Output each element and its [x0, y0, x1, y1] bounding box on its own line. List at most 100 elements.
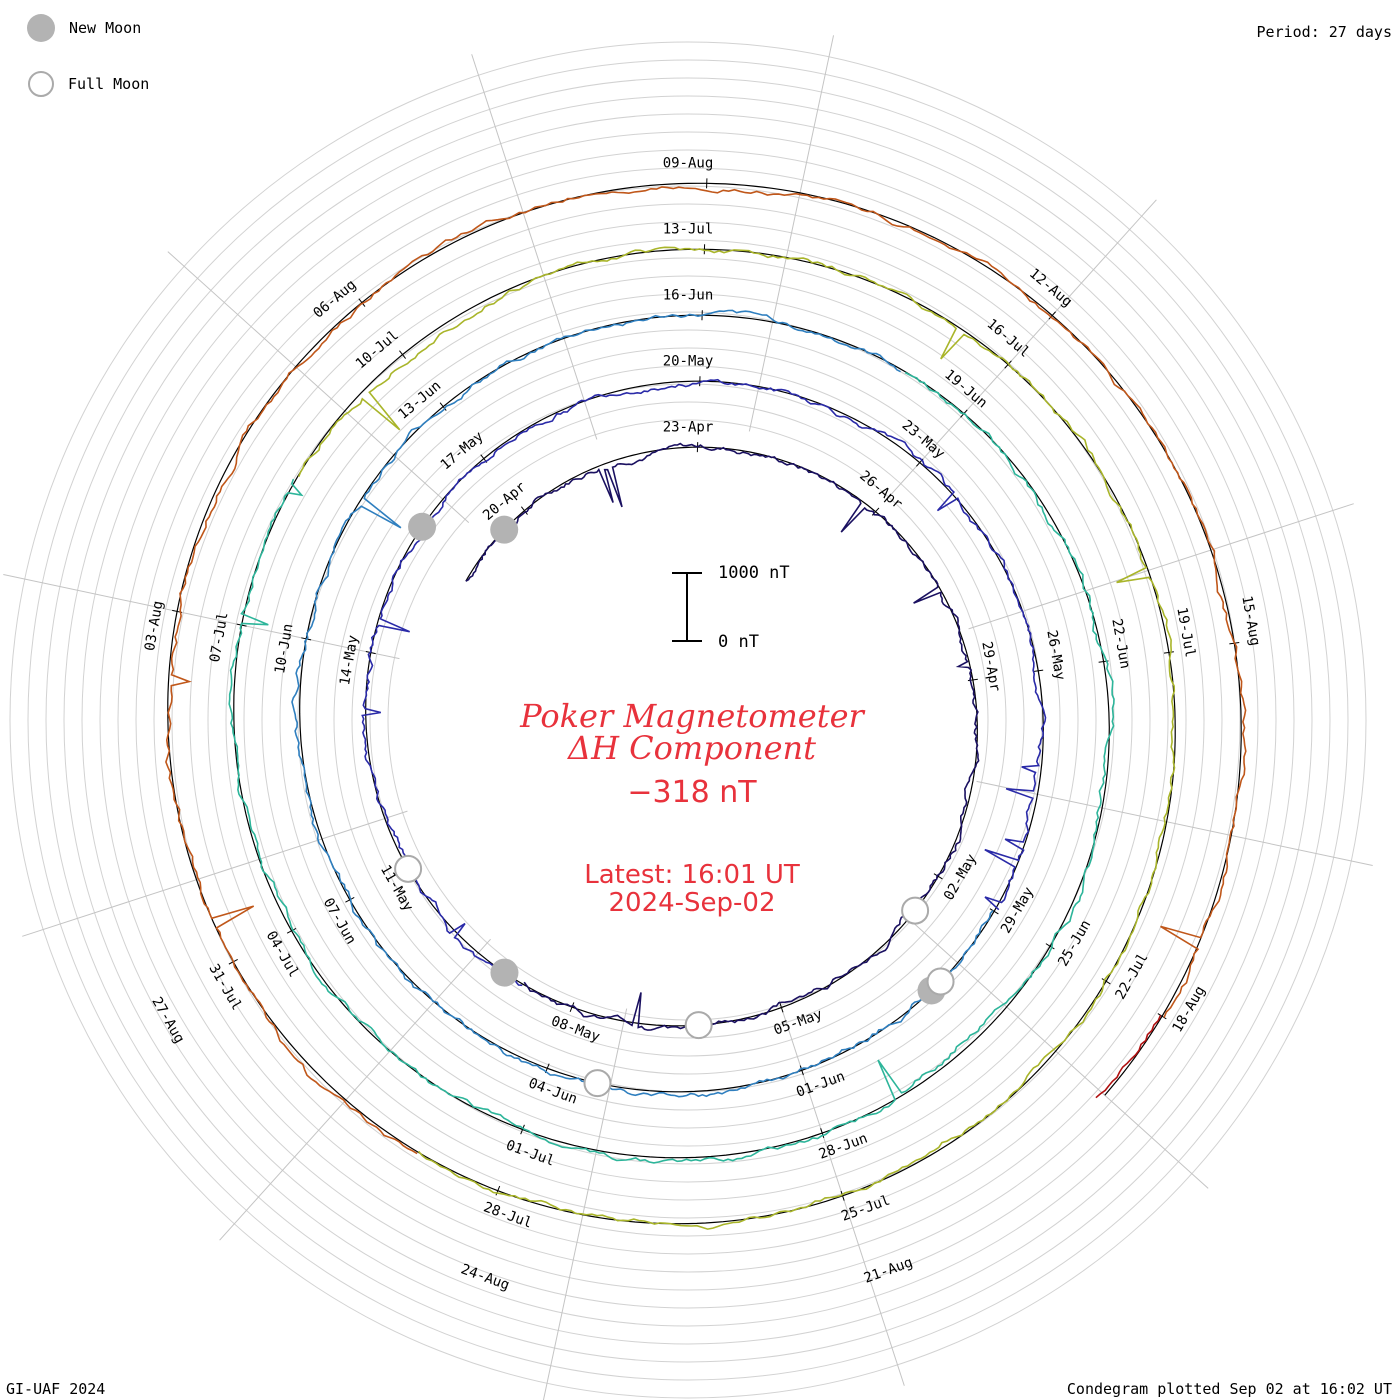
grid-ring-17 — [81, 113, 1295, 1327]
spiral-tick-14 — [799, 1065, 804, 1076]
full-moon-marker-4 — [583, 1069, 612, 1098]
grid-ring-19 — [45, 77, 1331, 1363]
date-label: 20-May — [663, 353, 714, 369]
legend-new-moon: New Moon — [27, 14, 141, 42]
grid-ring-15 — [117, 149, 1259, 1291]
grid-spoke-3 — [976, 780, 1373, 867]
date-label: 27-Aug — [148, 994, 187, 1046]
grid-ring-6 — [279, 311, 1097, 1129]
date-label: 13-Jun — [395, 378, 444, 423]
date-label: 19-Jul — [1173, 606, 1198, 659]
date-label: 08-May — [549, 1013, 602, 1045]
grid-ring-12 — [171, 203, 1205, 1237]
grid-ring-10 — [207, 239, 1169, 1201]
scale-top-label: 1000 nT — [718, 563, 790, 583]
chart-title-line1: Poker Magnetometer — [520, 697, 864, 735]
grid-ring-8 — [243, 275, 1133, 1165]
footer-plot-time: Condegram plotted Sep 02 at 16:02 UT — [1066, 1380, 1392, 1398]
grid-ring-3 — [333, 365, 1043, 1075]
spiral-tick-0 — [520, 506, 528, 515]
new-moon-label: New Moon — [69, 19, 142, 37]
spiral-tick-30 — [1163, 651, 1174, 654]
date-label: 31-Jul — [205, 961, 244, 1013]
grid-spoke-1 — [885, 199, 1157, 502]
full-moon-icon — [28, 71, 54, 97]
date-label: 26-Apr — [856, 468, 905, 513]
legend-full-moon: Full Moon — [28, 71, 149, 97]
grid-ring-5 — [297, 329, 1079, 1111]
spiral-tick-40 — [1157, 1013, 1167, 1020]
full-moon-label: Full Moon — [68, 75, 150, 93]
spiral-tick-24 — [520, 1124, 525, 1135]
new-moon-marker-1 — [490, 958, 519, 987]
spiral-tick-36 — [358, 298, 366, 307]
spiral-tick-12 — [1033, 669, 1044, 672]
date-label: 28-Jul — [481, 1199, 534, 1231]
grid-ring-13 — [153, 185, 1223, 1255]
latest-time: Latest: 16:01 UT — [584, 860, 800, 890]
grid-ring-20 — [27, 59, 1349, 1381]
grid-spoke-9 — [3, 573, 400, 660]
grid-ring-2 — [351, 383, 1025, 1057]
date-label: 04-Jun — [526, 1075, 579, 1107]
spiral-tick-4 — [933, 873, 943, 880]
new-moon-marker-2 — [408, 512, 437, 541]
date-label: 14-May — [337, 634, 362, 687]
current-value: −318 nT — [627, 775, 757, 810]
spiral-tick-23 — [820, 1128, 825, 1138]
grid-spoke-2 — [968, 503, 1354, 630]
grid-spoke-11 — [471, 54, 598, 440]
grid-spoke-6 — [542, 1008, 628, 1400]
spiral-tick-6 — [569, 1002, 575, 1012]
date-label: 21-Aug — [862, 1254, 915, 1286]
grid-spoke-7 — [219, 938, 491, 1241]
spiral-tick-32 — [840, 1190, 845, 1201]
date-label: 29-Apr — [978, 640, 1003, 693]
spiral-tick-5 — [779, 1002, 784, 1013]
date-label: 01-Jun — [794, 1068, 847, 1100]
data-series-4 — [297, 246, 1176, 1230]
spiral-tick-18 — [439, 402, 447, 411]
grid-ring-16 — [99, 131, 1277, 1309]
scale-bottom-label: 0 nT — [718, 632, 759, 652]
full-moon-marker-2 — [394, 854, 423, 883]
date-label: 15-Aug — [1238, 595, 1263, 648]
data-series-0 — [465, 442, 980, 1031]
full-moon-marker-1 — [684, 1011, 713, 1040]
date-label: 25-Jul — [839, 1192, 892, 1224]
date-label: 26-May — [1043, 629, 1068, 682]
date-label: 13-Jul — [663, 221, 714, 237]
spiral-tick-13 — [989, 908, 999, 915]
date-label: 24-Aug — [459, 1261, 512, 1293]
chart-title-line2: ΔH Component — [567, 729, 817, 767]
date-label: 10-Jul — [353, 327, 402, 372]
data-series-3 — [228, 371, 1115, 1164]
spiral-tick-31 — [1101, 978, 1111, 985]
spiral-tick-16 — [345, 897, 355, 903]
full-moon-marker-0 — [901, 896, 930, 925]
grid-ring-18 — [63, 95, 1313, 1345]
spiral-tick-25 — [286, 928, 297, 934]
grid-ring-1 — [369, 401, 1007, 1039]
grid-ring-9 — [225, 257, 1151, 1183]
data-series-6 — [1095, 1014, 1162, 1099]
spiral-tick-22 — [1045, 943, 1055, 950]
data-series-2 — [291, 309, 994, 1098]
date-label: 03-Aug — [142, 600, 167, 653]
date-label: 07-Jun — [320, 895, 359, 947]
footer-credit: GI-UAF 2024 — [6, 1380, 106, 1398]
spiral-tick-38 — [1048, 311, 1056, 320]
date-label: 09-Aug — [663, 155, 714, 171]
date-label: 16-Jun — [663, 287, 714, 303]
full-moon-marker-3 — [926, 967, 955, 996]
new-moon-icon — [27, 14, 55, 42]
spiral-tick-27 — [399, 350, 407, 359]
grid-ring-11 — [189, 221, 1187, 1219]
grid-ring-7 — [261, 293, 1115, 1147]
latest-date: 2024-Sep-02 — [608, 888, 776, 918]
date-label: 16-Jul — [984, 316, 1033, 361]
grid-ring-21 — [9, 41, 1367, 1399]
date-label: 17-May — [438, 429, 487, 474]
grid-spoke-0 — [748, 35, 835, 432]
